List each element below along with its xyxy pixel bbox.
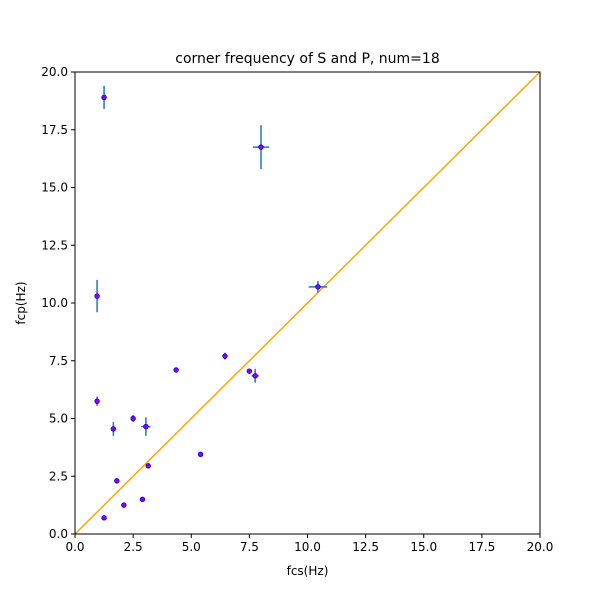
marker-4 <box>222 353 228 359</box>
marker-11 <box>143 423 149 430</box>
marker-5 <box>173 367 179 373</box>
marker-9 <box>130 415 136 422</box>
y-tick-label-1: 2.5 <box>49 469 68 483</box>
data-point-15 <box>139 496 146 503</box>
y-tick-label-6: 15.0 <box>41 181 68 195</box>
y-tick-label-5: 12.5 <box>41 238 68 252</box>
marker-6 <box>246 368 253 374</box>
data-point-1 <box>252 125 270 170</box>
y-tick-label-0: 0.0 <box>49 527 68 541</box>
x-tick-label-2: 5.0 <box>182 540 201 554</box>
marker-0 <box>101 94 107 101</box>
x-axis-label: fcs(Hz) <box>287 564 329 578</box>
x-tick-label-5: 12.5 <box>352 540 379 554</box>
x-tick-label-1: 2.5 <box>124 540 143 554</box>
marker-10 <box>110 426 117 432</box>
y-tick-label-4: 10.0 <box>41 296 68 310</box>
data-point-2 <box>94 279 100 313</box>
data-point-7 <box>251 368 259 383</box>
data-point-10 <box>110 421 117 436</box>
x-axis: 0.0 2.5 5.0 7.5 10.0 12.5 15.0 17.5 20.0 <box>65 534 553 554</box>
y-axis-label: fcp(Hz) <box>14 281 28 324</box>
y-tick-label-2: 5.0 <box>49 412 68 426</box>
y-tick-label-8: 20.0 <box>41 65 68 79</box>
y-axis: 0.0 2.5 5.0 7.5 10.0 12.5 15.0 17.5 20.0 <box>41 65 75 541</box>
x-tick-label-8: 20.0 <box>527 540 554 554</box>
marker-7 <box>252 373 258 379</box>
data-point-5 <box>173 367 179 373</box>
data-point-17 <box>101 515 107 521</box>
marker-14 <box>114 478 120 484</box>
data-point-13 <box>145 463 151 469</box>
data-point-16 <box>121 502 127 508</box>
marker-3 <box>315 284 321 290</box>
x-tick-label-6: 15.0 <box>410 540 437 554</box>
data-point-6 <box>246 368 253 374</box>
data-point-0 <box>101 85 107 109</box>
data-point-3 <box>308 281 328 293</box>
marker-2 <box>94 293 100 299</box>
reference-line <box>74 71 541 535</box>
data-point-9 <box>130 415 136 422</box>
data-point-8 <box>94 396 100 406</box>
marker-17 <box>101 515 107 521</box>
data-point-4 <box>222 352 228 360</box>
x-tick-label-3: 7.5 <box>240 540 259 554</box>
chart-title: corner frequency of S and P, num=18 <box>175 51 439 67</box>
marker-1 <box>258 144 264 150</box>
plot-content <box>74 71 541 535</box>
data-point-11 <box>141 417 151 436</box>
data-point-12 <box>197 451 204 458</box>
marker-15 <box>139 496 146 503</box>
x-tick-label-7: 17.5 <box>469 540 496 554</box>
data-point-14 <box>114 478 120 484</box>
x-tick-label-4: 10.0 <box>294 540 321 554</box>
marker-16 <box>121 502 127 508</box>
x-tick-label-0: 0.0 <box>65 540 84 554</box>
marker-13 <box>145 463 151 469</box>
y-tick-label-7: 17.5 <box>41 123 68 137</box>
marker-8 <box>94 398 100 404</box>
marker-12 <box>197 451 204 458</box>
y-tick-label-3: 7.5 <box>49 354 68 368</box>
